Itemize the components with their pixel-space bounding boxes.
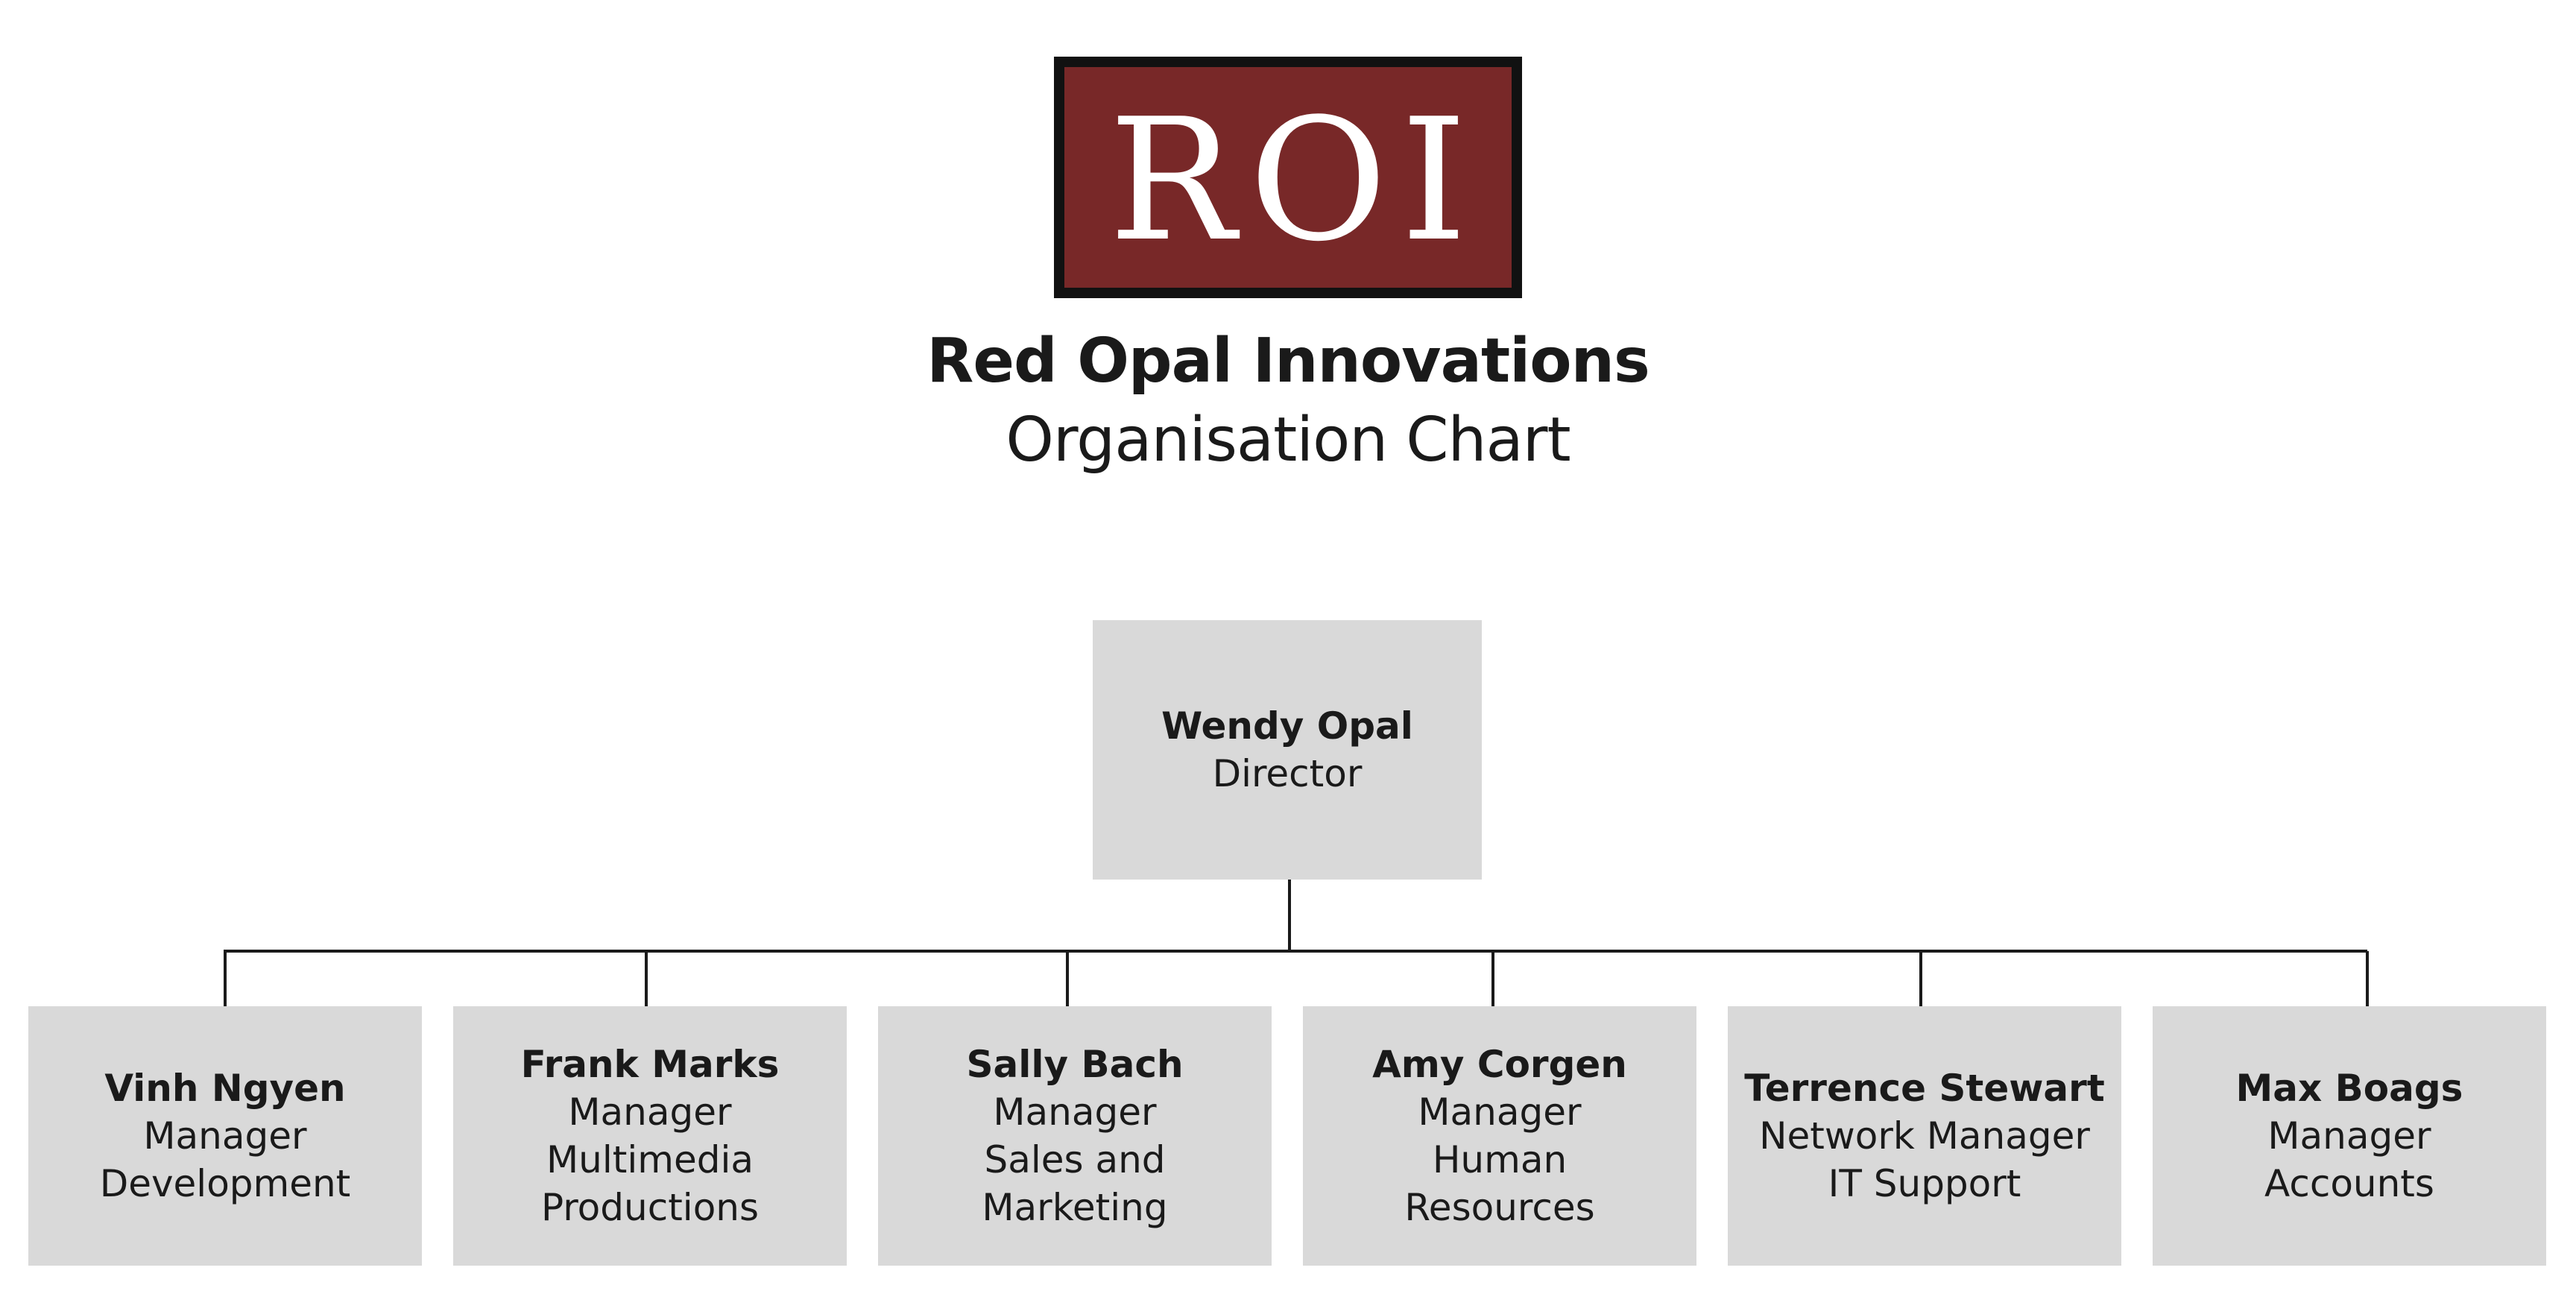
logo-text: ROI: [1108, 83, 1481, 279]
node-department: Sales and: [984, 1138, 1166, 1181]
org-node-max-boags: Max Boags Manager Accounts: [2153, 1006, 2546, 1266]
org-node-sally-bach: Sally Bach Manager Sales and Marketing: [878, 1006, 1272, 1266]
node-role: Manager: [2267, 1114, 2431, 1158]
chart-subtitle: Organisation Chart: [1006, 405, 1570, 476]
node-role: Manager: [143, 1114, 307, 1158]
org-node-frank-marks: Frank Marks Manager Multimedia Productio…: [453, 1006, 847, 1266]
org-node-terrence-stewart: Terrence Stewart Network Manager IT Supp…: [1728, 1006, 2121, 1266]
node-name: Frank Marks: [520, 1043, 780, 1086]
node-department: Human: [1432, 1138, 1568, 1181]
node-role: Manager: [1418, 1090, 1582, 1134]
node-department: Resources: [1404, 1186, 1595, 1229]
node-department: IT Support: [1828, 1162, 2021, 1205]
chart-title: Red Opal Innovations: [926, 326, 1650, 397]
node-name: Vinh Ngyen: [104, 1067, 346, 1110]
org-node-vinh-ngyen: Vinh Ngyen Manager Development: [28, 1006, 422, 1266]
org-node-director: Wendy Opal Director: [1093, 620, 1482, 880]
node-role: Manager: [568, 1090, 732, 1134]
node-name: Terrence Stewart: [1744, 1067, 2105, 1110]
node-department: Multimedia: [546, 1138, 754, 1181]
node-name: Amy Corgen: [1372, 1043, 1627, 1086]
node-department: Marketing: [982, 1186, 1168, 1229]
node-name: Wendy Opal: [1161, 704, 1413, 748]
node-name: Max Boags: [2235, 1067, 2463, 1110]
node-department: Accounts: [2264, 1162, 2434, 1205]
company-logo: ROI: [1054, 57, 1522, 298]
node-name: Sally Bach: [966, 1043, 1184, 1086]
node-role: Director: [1212, 752, 1363, 795]
node-department: Development: [99, 1162, 351, 1205]
node-role: Manager: [993, 1090, 1157, 1134]
org-node-amy-corgen: Amy Corgen Manager Human Resources: [1303, 1006, 1696, 1266]
node-role: Network Manager: [1759, 1114, 2090, 1158]
node-department: Productions: [540, 1186, 760, 1229]
